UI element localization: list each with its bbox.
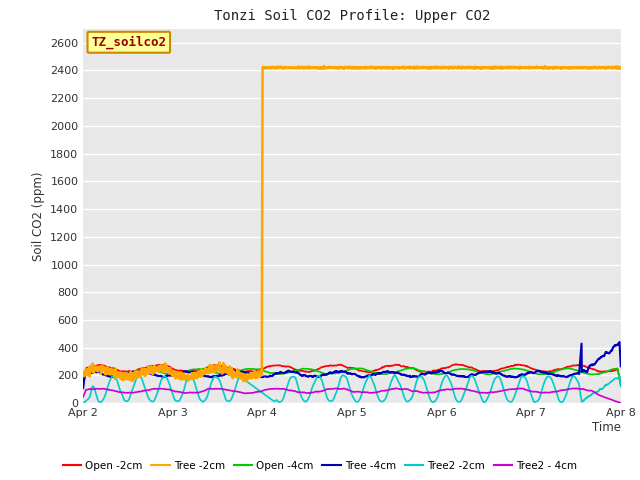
Tree2 -2cm [340, 373, 348, 379]
Line: Open -2cm: Open -2cm [83, 364, 621, 385]
Open -2cm [452, 361, 460, 367]
Tree2 - 4cm [503, 387, 511, 393]
Tree -4cm [502, 374, 510, 380]
X-axis label: Time: Time [592, 421, 621, 434]
Title: Tonzi Soil CO2 Profile: Upper CO2: Tonzi Soil CO2 Profile: Upper CO2 [214, 10, 490, 24]
Open -4cm [602, 369, 609, 375]
Tree2 - 4cm [340, 385, 348, 391]
Tree2 -2cm [503, 396, 511, 401]
Tree -4cm [79, 385, 87, 391]
Open -4cm [356, 365, 364, 371]
Open -2cm [326, 362, 334, 368]
Line: Tree -2cm: Tree -2cm [83, 66, 621, 382]
Tree2 - 4cm [79, 394, 87, 400]
Tree -4cm [340, 369, 348, 374]
Tree2 -2cm [326, 398, 334, 404]
Tree2 -2cm [391, 372, 399, 378]
Tree2 - 4cm [602, 395, 609, 400]
Tree -2cm [243, 379, 250, 384]
Line: Tree2 -2cm: Tree2 -2cm [83, 375, 621, 403]
Open -4cm [602, 369, 609, 375]
Tree -4cm [602, 350, 609, 356]
Open -4cm [340, 369, 348, 374]
Open -4cm [617, 382, 625, 388]
Legend: Open -2cm, Tree -2cm, Open -4cm, Tree -4cm, Tree2 -2cm, Tree2 - 4cm: Open -2cm, Tree -2cm, Open -4cm, Tree -4… [58, 456, 582, 475]
Tree -2cm [602, 65, 609, 71]
Tree2 - 4cm [326, 386, 334, 392]
Tree2 -2cm [79, 400, 87, 406]
Open -4cm [326, 371, 334, 377]
Tree -2cm [107, 371, 115, 376]
Y-axis label: Soil CO2 (ppm): Soil CO2 (ppm) [31, 171, 45, 261]
Tree -4cm [616, 339, 623, 345]
Tree -4cm [107, 373, 115, 379]
Tree -2cm [320, 63, 328, 69]
Open -2cm [340, 363, 348, 369]
Tree -2cm [79, 371, 87, 377]
Open -4cm [107, 369, 115, 375]
Tree2 -2cm [107, 376, 115, 382]
Tree -4cm [326, 370, 334, 375]
Tree -4cm [617, 363, 625, 369]
Open -4cm [503, 367, 511, 373]
Tree -2cm [617, 65, 625, 71]
Tree -2cm [602, 66, 609, 72]
Open -4cm [79, 384, 87, 389]
Open -2cm [107, 365, 115, 371]
Tree2 -2cm [617, 384, 625, 389]
Tree2 - 4cm [602, 395, 609, 400]
Tree2 - 4cm [617, 400, 625, 406]
Line: Open -4cm: Open -4cm [83, 368, 621, 386]
Tree2 - 4cm [107, 387, 115, 393]
Tree -2cm [503, 65, 511, 71]
Tree2 - 4cm [392, 385, 399, 391]
Text: TZ_soilco2: TZ_soilco2 [92, 36, 166, 49]
Open -2cm [602, 369, 609, 375]
Open -2cm [79, 382, 87, 387]
Line: Tree -4cm: Tree -4cm [83, 342, 621, 388]
Tree2 -2cm [602, 382, 609, 388]
Open -2cm [503, 364, 511, 370]
Tree -2cm [327, 64, 335, 70]
Tree2 -2cm [602, 383, 609, 389]
Tree -4cm [601, 351, 609, 357]
Open -2cm [617, 382, 625, 388]
Open -2cm [602, 369, 609, 374]
Line: Tree2 - 4cm: Tree2 - 4cm [83, 388, 621, 403]
Tree -2cm [341, 64, 349, 70]
